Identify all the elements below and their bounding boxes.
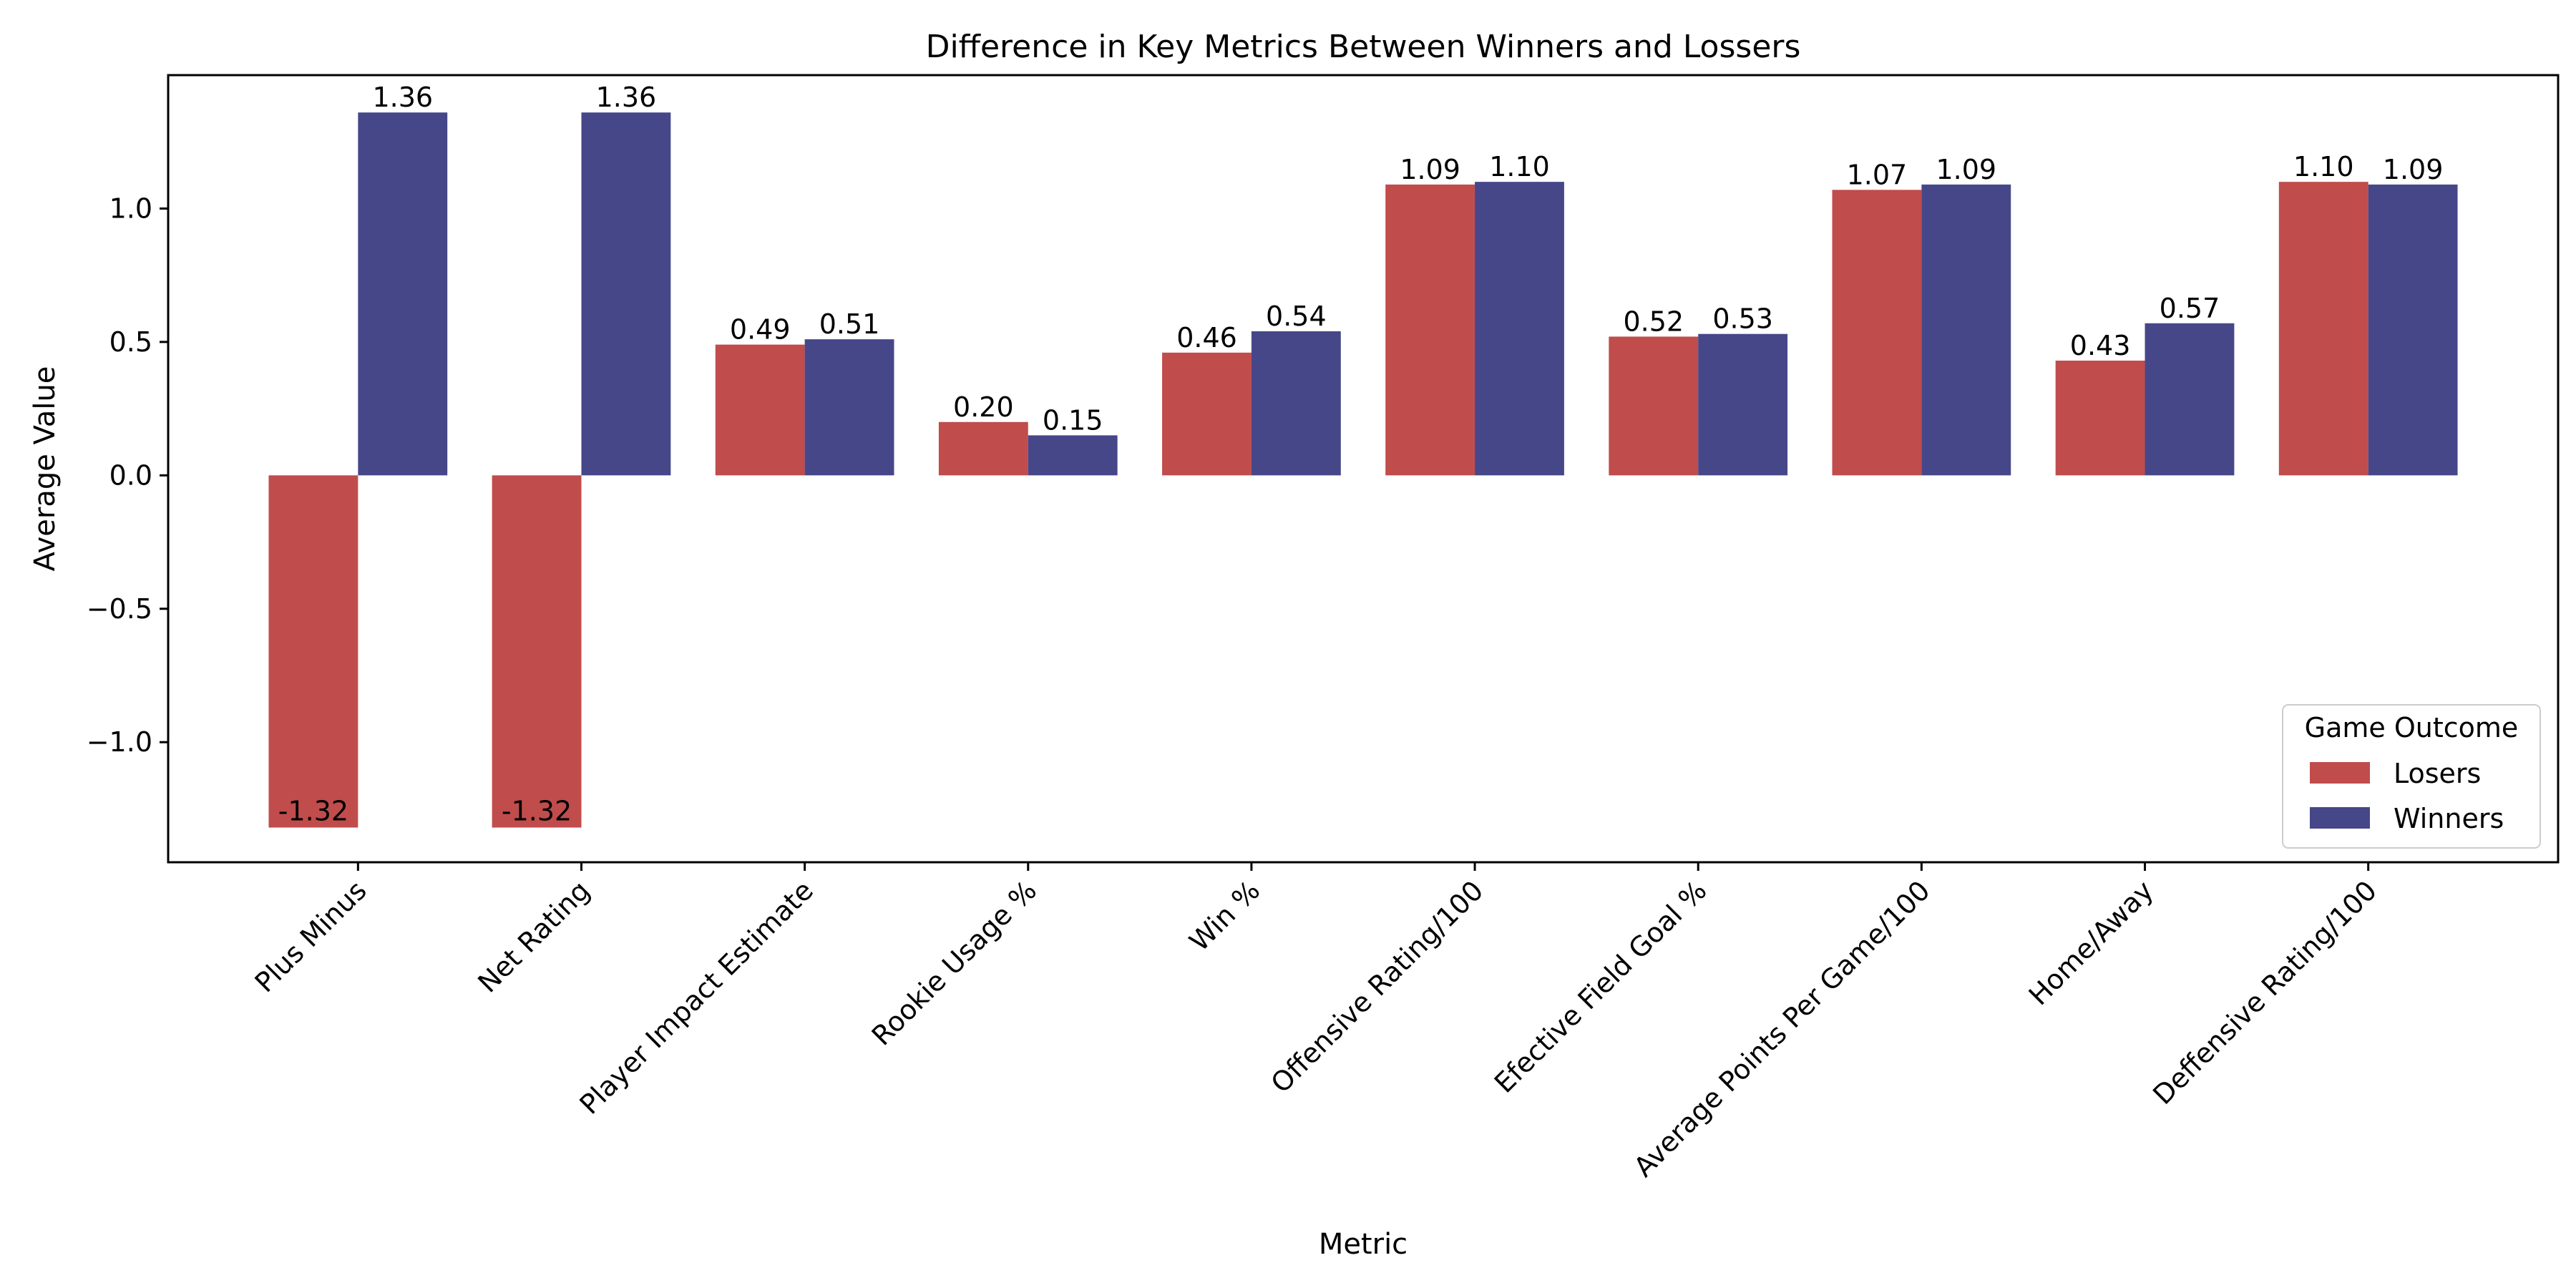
data-label-losers-deffensive-rating-100: 1.10: [2293, 151, 2354, 182]
bar-winners-deffensive-rating-100: [2368, 184, 2458, 476]
bar-winners-offensive-rating-100: [1475, 182, 1564, 476]
data-label-winners-deffensive-rating-100: 1.09: [2383, 154, 2444, 185]
legend-swatch-winners: [2310, 807, 2370, 829]
data-label-winners-offensive-rating-100: 1.10: [1489, 151, 1550, 182]
x-tick-label-home-away: Home/Away: [2023, 874, 2160, 1011]
data-label-winners-win: 0.54: [1266, 301, 1327, 332]
data-label-losers-offensive-rating-100: 1.09: [1400, 154, 1460, 185]
data-label-losers-plus-minus: -1.32: [278, 796, 348, 827]
data-label-losers-win: 0.46: [1176, 322, 1237, 353]
x-tick-label-player-impact-estimate: Player Impact Estimate: [574, 874, 819, 1120]
bar-losers-deffensive-rating-100: [2278, 182, 2368, 476]
y-tick-label: 0.5: [109, 326, 152, 358]
data-label-losers-player-impact-estimate: 0.49: [730, 314, 791, 346]
legend-title: Game Outcome: [2305, 712, 2519, 743]
bar-winners-home-away: [2145, 323, 2235, 476]
bar-losers-player-impact-estimate: [715, 344, 805, 476]
data-label-losers-net-rating: -1.32: [502, 796, 572, 827]
bar-losers-rookie-usage: [938, 421, 1028, 476]
data-label-winners-average-points-per-game-100: 1.09: [1936, 154, 1996, 185]
data-label-winners-plus-minus: 1.36: [372, 82, 433, 113]
bar-losers-efective-field-goal: [1609, 336, 1699, 476]
x-tick-label-deffensive-rating-100: Deffensive Rating/100: [2147, 874, 2383, 1111]
data-label-losers-average-points-per-game-100: 1.07: [1847, 159, 1908, 190]
data-labels: -1.32 -1.32 0.49 0.20 0.46 1.09 0.52 1.07 0.43 1.…: [278, 82, 2444, 826]
y-tick-label: −0.5: [87, 593, 152, 625]
x-tick-label-offensive-rating-100: Offensive Rating/100: [1265, 874, 1490, 1099]
y-tick-label: 1.0: [109, 192, 152, 224]
bar-losers-plus-minus: [268, 475, 358, 828]
x-tick-label-rookie-usage: Rookie Usage %: [866, 874, 1043, 1051]
data-label-winners-efective-field-goal: 0.53: [1712, 303, 1773, 335]
y-tick-label: 0.0: [109, 459, 152, 491]
bar-winners-plus-minus: [358, 112, 448, 476]
bar-losers-home-away: [2055, 360, 2145, 476]
legend: Game Outcome Losers Winners: [2282, 704, 2541, 849]
legend-swatch-losers: [2310, 762, 2370, 784]
x-tick-label-win: Win %: [1184, 874, 1267, 957]
bar-winners-efective-field-goal: [1698, 333, 1788, 476]
bars: [268, 112, 2458, 828]
bar-losers-offensive-rating-100: [1385, 184, 1475, 476]
bar-winners-player-impact-estimate: [804, 339, 894, 476]
x-axis-label: Metric: [1319, 1228, 1407, 1261]
data-label-winners-home-away: 0.57: [2160, 293, 2220, 324]
y-tick-label: −1.0: [87, 726, 152, 758]
data-label-winners-player-impact-estimate: 0.51: [819, 308, 880, 340]
bar-losers-win: [1162, 352, 1252, 476]
y-axis-label: Average Value: [29, 366, 62, 572]
data-label-losers-home-away: 0.43: [2070, 330, 2131, 361]
bar-winners-average-points-per-game-100: [1921, 184, 2011, 476]
bar-losers-average-points-per-game-100: [1832, 190, 1922, 476]
chart-title: Difference in Key Metrics Between Winner…: [926, 29, 1801, 65]
bar-winners-rookie-usage: [1028, 435, 1118, 476]
data-label-winners-net-rating: 1.36: [596, 82, 657, 113]
legend-label-losers: Losers: [2394, 758, 2481, 789]
x-tick-label-efective-field-goal: Efective Field Goal %: [1488, 874, 1713, 1099]
x-tick-label-net-rating: Net Rating: [472, 874, 595, 998]
bar-winners-net-rating: [581, 112, 671, 476]
data-label-losers-rookie-usage: 0.20: [953, 391, 1014, 423]
legend-label-winners: Winners: [2394, 803, 2504, 834]
bar-losers-net-rating: [492, 475, 582, 828]
y-axis: −1.0 −0.5 0.0 0.5 1.0: [87, 192, 168, 758]
x-tick-label-plus-minus: Plus Minus: [249, 874, 373, 998]
bar-winners-win: [1251, 331, 1341, 476]
data-label-winners-rookie-usage: 0.15: [1043, 404, 1103, 436]
data-label-losers-efective-field-goal: 0.52: [1623, 306, 1684, 337]
plot-area: [167, 74, 2560, 864]
